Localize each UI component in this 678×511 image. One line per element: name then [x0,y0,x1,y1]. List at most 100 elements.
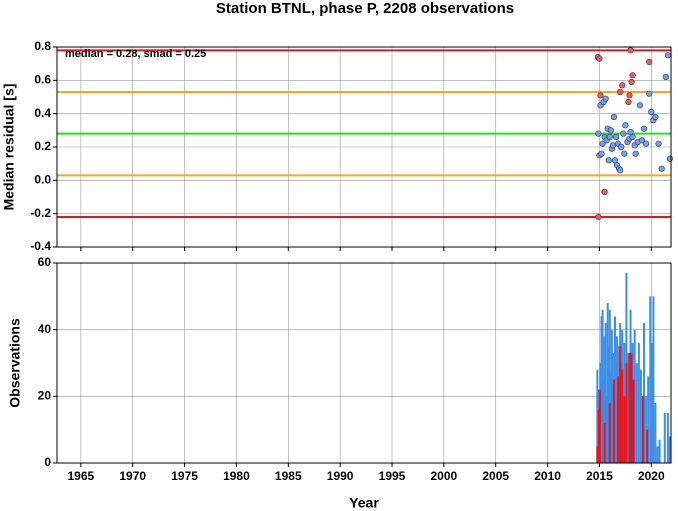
x-tick-label: 1975 [171,469,198,483]
bar [645,396,648,463]
bar [628,353,631,463]
bar [656,446,659,463]
y-tick-label: 0.2 [34,139,51,153]
bar [625,363,628,463]
point [607,127,614,134]
bar [621,369,624,463]
annotation: median = 0.28, smad = 0.25 [65,48,206,60]
bar [611,353,614,463]
point [636,102,643,109]
point [605,157,612,164]
point [648,108,655,116]
bar [635,363,638,463]
bar [647,376,650,463]
point [640,125,648,132]
y-tick-label: 0.4 [34,106,51,120]
point [619,82,626,89]
bar [605,396,608,463]
bar [658,439,661,463]
point [597,92,604,99]
bar [633,329,636,463]
bar [618,346,621,463]
point [601,188,608,196]
bar [649,296,652,463]
bar [632,379,635,463]
bar [603,423,606,463]
bar [607,346,610,463]
point [617,88,624,96]
bar [627,353,630,463]
point [664,52,671,59]
plot-frame [56,262,672,464]
y-tick-label: 0.8 [34,39,51,53]
point [595,130,602,137]
point [618,143,625,151]
point [596,55,603,62]
bar [641,396,644,463]
bar [619,346,622,463]
y-tick-label: 20 [38,389,52,403]
bar [613,316,616,463]
bar [598,389,601,463]
bar [600,316,603,463]
point [626,92,633,99]
bar [606,303,609,463]
y-axis-label: Observations [7,318,23,408]
bar [596,369,599,463]
x-tick-label: 1965 [68,469,95,483]
point [606,133,613,141]
bar [596,446,599,463]
bar [620,363,623,463]
bar [617,376,620,463]
bar [651,343,654,463]
bar [646,429,649,463]
point [627,47,634,54]
x-tick-label: 2005 [482,469,509,483]
point [595,213,602,221]
point [625,98,632,106]
x-tick-label: 1990 [327,469,354,483]
bar [608,403,611,463]
bar [604,323,607,463]
plot-frame [56,46,672,248]
bar [602,379,605,463]
point [617,167,624,174]
point [658,165,665,172]
y-tick-label: 60 [38,255,52,269]
point [610,113,618,121]
bar [608,309,611,463]
point [646,58,653,66]
bar [615,363,618,463]
point [632,150,639,157]
x-tick-label: 2015 [586,469,613,483]
point [629,133,636,141]
y-tick-label: 0.0 [34,173,51,187]
x-tick-label: 2000 [431,469,458,483]
point [609,142,617,149]
y-tick-label: 40 [38,322,52,336]
point [662,73,669,81]
point [598,150,605,157]
bar [668,436,671,463]
point [628,78,635,86]
point [621,150,628,157]
bar [597,409,600,463]
bar [631,343,634,463]
bar [663,413,666,463]
bar [610,329,613,463]
bar [643,323,646,463]
point [620,130,627,137]
bar [616,336,619,463]
x-tick-label: 1995 [379,469,406,483]
bar [654,403,657,463]
x-tick-label: 1985 [275,469,302,483]
point [629,72,636,79]
bar [666,413,669,463]
point [652,113,659,121]
bar [637,343,640,463]
point [602,95,609,102]
bar [629,309,632,463]
y-tick-label: -0.2 [30,206,51,220]
point [655,140,662,147]
